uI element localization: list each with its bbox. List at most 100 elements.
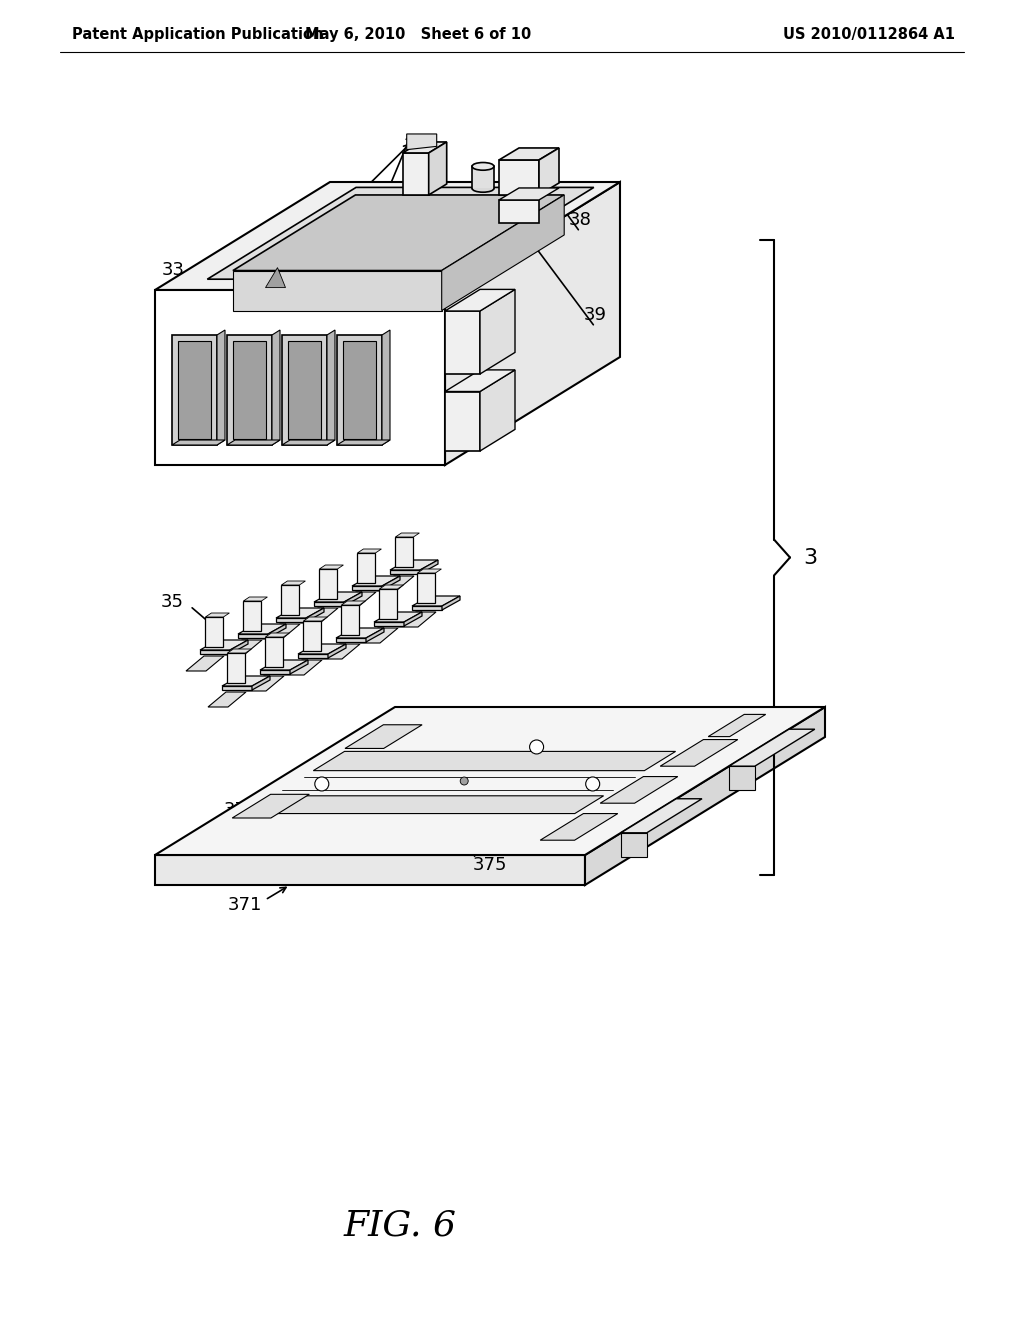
- Polygon shape: [345, 725, 422, 748]
- Polygon shape: [402, 143, 446, 153]
- Polygon shape: [729, 729, 815, 766]
- Polygon shape: [178, 341, 211, 440]
- Ellipse shape: [472, 185, 494, 193]
- Polygon shape: [336, 628, 384, 638]
- Polygon shape: [445, 370, 515, 392]
- Polygon shape: [244, 601, 261, 631]
- Polygon shape: [262, 624, 300, 639]
- Polygon shape: [172, 440, 225, 445]
- Polygon shape: [337, 335, 382, 445]
- Text: Patent Application Publication: Patent Application Publication: [72, 28, 324, 42]
- Polygon shape: [360, 628, 398, 643]
- Polygon shape: [284, 660, 322, 675]
- Circle shape: [314, 777, 329, 791]
- Polygon shape: [303, 620, 322, 651]
- Polygon shape: [357, 553, 376, 583]
- Polygon shape: [224, 640, 262, 655]
- Polygon shape: [319, 569, 337, 599]
- Polygon shape: [322, 644, 360, 659]
- Polygon shape: [222, 676, 270, 686]
- Polygon shape: [298, 653, 328, 657]
- Polygon shape: [265, 634, 290, 638]
- Polygon shape: [265, 638, 284, 667]
- Polygon shape: [260, 671, 290, 675]
- Polygon shape: [395, 533, 420, 537]
- Polygon shape: [480, 289, 515, 374]
- Polygon shape: [303, 616, 328, 620]
- Text: US 2010/0112864 A1: US 2010/0112864 A1: [783, 28, 955, 42]
- Polygon shape: [207, 187, 594, 280]
- Polygon shape: [382, 576, 400, 590]
- Polygon shape: [420, 560, 438, 574]
- Polygon shape: [246, 676, 284, 690]
- Polygon shape: [306, 609, 324, 622]
- Polygon shape: [314, 602, 344, 606]
- Polygon shape: [276, 618, 306, 622]
- Polygon shape: [445, 182, 620, 465]
- Polygon shape: [298, 644, 346, 653]
- Polygon shape: [200, 649, 230, 653]
- Polygon shape: [404, 612, 422, 626]
- Polygon shape: [265, 268, 286, 288]
- Polygon shape: [244, 796, 603, 813]
- Polygon shape: [412, 606, 442, 610]
- Polygon shape: [429, 143, 446, 195]
- Polygon shape: [374, 612, 422, 622]
- Polygon shape: [621, 833, 647, 857]
- Polygon shape: [232, 795, 309, 818]
- Polygon shape: [244, 597, 267, 601]
- Polygon shape: [208, 692, 246, 708]
- Polygon shape: [660, 739, 738, 766]
- Polygon shape: [252, 676, 270, 690]
- Polygon shape: [472, 166, 494, 189]
- Polygon shape: [260, 660, 308, 671]
- Polygon shape: [227, 440, 280, 445]
- Polygon shape: [238, 624, 286, 634]
- Polygon shape: [418, 569, 441, 573]
- Polygon shape: [390, 560, 438, 570]
- Polygon shape: [376, 576, 414, 591]
- Polygon shape: [327, 330, 335, 445]
- Polygon shape: [395, 537, 414, 568]
- Polygon shape: [499, 148, 559, 160]
- Polygon shape: [352, 586, 382, 590]
- Polygon shape: [290, 660, 308, 675]
- Polygon shape: [282, 585, 299, 615]
- Polygon shape: [499, 187, 559, 199]
- Polygon shape: [314, 591, 362, 602]
- Polygon shape: [445, 392, 480, 451]
- Polygon shape: [357, 549, 381, 553]
- Polygon shape: [268, 624, 286, 638]
- Polygon shape: [709, 714, 766, 737]
- Polygon shape: [374, 622, 404, 626]
- Polygon shape: [276, 609, 324, 618]
- Text: May 6, 2010   Sheet 6 of 10: May 6, 2010 Sheet 6 of 10: [305, 28, 531, 42]
- Polygon shape: [282, 335, 327, 445]
- Text: 35: 35: [161, 593, 183, 611]
- Polygon shape: [200, 640, 248, 649]
- Polygon shape: [445, 312, 480, 374]
- Polygon shape: [282, 440, 335, 445]
- Polygon shape: [366, 628, 384, 642]
- Polygon shape: [442, 597, 460, 610]
- Polygon shape: [232, 195, 564, 271]
- Polygon shape: [398, 612, 436, 627]
- Polygon shape: [441, 195, 564, 310]
- Polygon shape: [343, 341, 376, 440]
- Text: 38: 38: [568, 211, 592, 228]
- Polygon shape: [418, 573, 435, 603]
- Polygon shape: [341, 601, 366, 605]
- Polygon shape: [288, 341, 321, 440]
- Text: 381: 381: [360, 193, 395, 211]
- Polygon shape: [729, 766, 755, 791]
- Polygon shape: [155, 855, 585, 884]
- Polygon shape: [338, 591, 376, 607]
- Polygon shape: [344, 591, 362, 606]
- Polygon shape: [217, 330, 225, 445]
- Polygon shape: [233, 341, 266, 440]
- Polygon shape: [206, 612, 229, 616]
- Circle shape: [586, 777, 600, 791]
- Text: 375: 375: [473, 855, 507, 874]
- Polygon shape: [541, 813, 617, 841]
- Polygon shape: [319, 565, 343, 569]
